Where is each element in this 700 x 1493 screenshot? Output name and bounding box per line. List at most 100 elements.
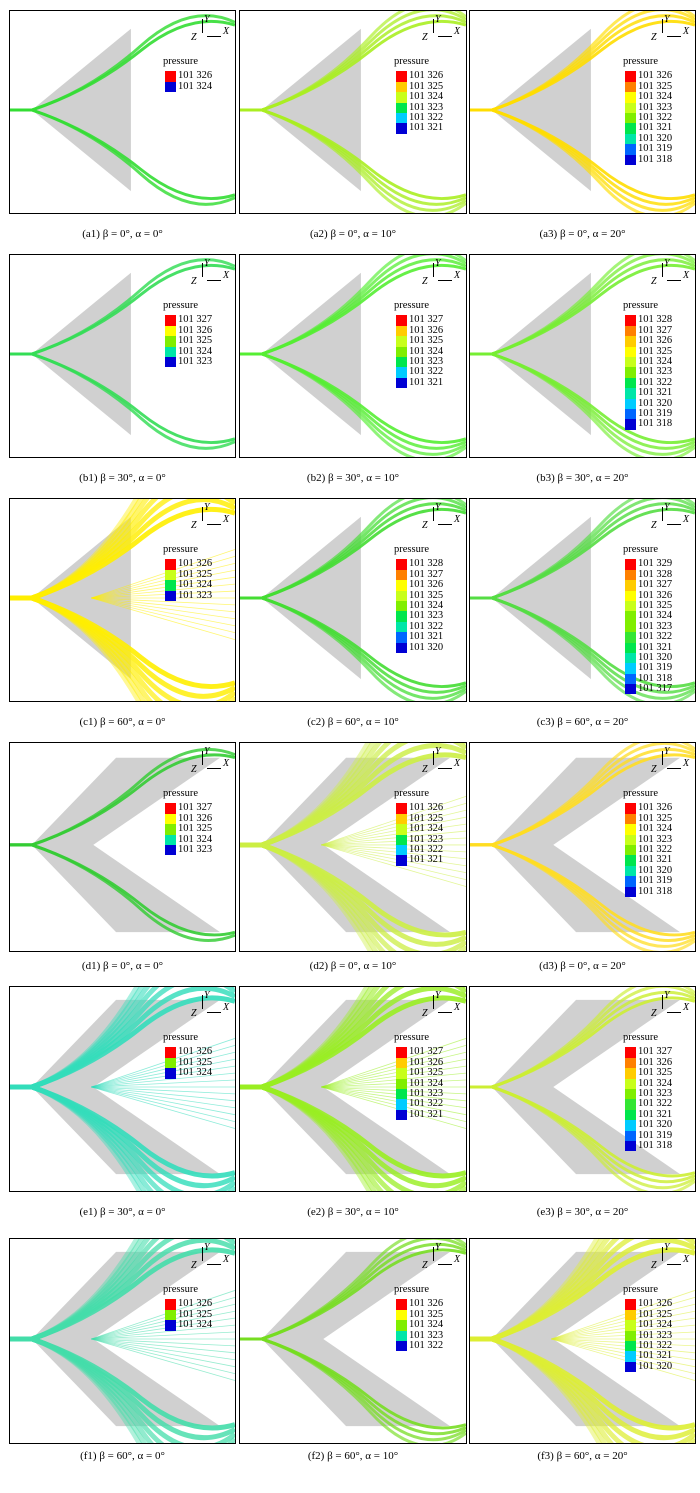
panel-caption-b3: (b3) β = 30°, α = 20°	[469, 472, 696, 484]
legend-value: 101 320	[638, 1120, 672, 1130]
x-axis-label: X	[454, 270, 460, 281]
legend-value: 101 320	[638, 1362, 672, 1372]
legend-value: 101 324	[178, 82, 212, 92]
panel-f3: Y Z Xpressure 101 326 101 325 101 324 101 323 1…	[469, 1238, 696, 1444]
legend-swatch	[625, 388, 636, 398]
axis-triad: YZ X	[651, 991, 695, 1025]
legend-entry: 101 323	[165, 591, 212, 601]
legend-swatch	[625, 82, 636, 92]
legend-swatch	[165, 71, 176, 81]
legend-swatch	[625, 611, 636, 621]
panel-a2: Y Z Xpressure 101 326 101 325 101 324 101 323 1…	[239, 10, 467, 214]
wing-planform	[492, 29, 591, 191]
legend-swatch	[165, 1299, 176, 1309]
legend-swatch	[396, 1047, 407, 1057]
panel-a3: Y Z Xpressure 101 326 101 325 101 324 101 323 1…	[469, 10, 696, 214]
z-axis-label: Z	[191, 276, 197, 287]
legend-swatch	[396, 1310, 407, 1320]
wing-planform	[492, 273, 591, 435]
z-axis-label: Z	[651, 1260, 657, 1271]
legend-value: 101 324	[178, 1320, 212, 1330]
legend-swatch	[625, 92, 636, 102]
legend-swatch	[396, 824, 407, 834]
x-axis-label: X	[683, 1254, 689, 1265]
panel-b1: Y Z Xpressure 101 327 101 326 101 325 101 324 1…	[9, 254, 236, 458]
legend-swatch	[396, 123, 407, 133]
legend-swatch	[625, 419, 636, 429]
axis-triad: YZ X	[651, 747, 695, 781]
panel-c1: Y Z X pressure 101 326 101 325 101 324 101 323	[9, 498, 236, 702]
legend-swatch	[396, 803, 407, 813]
y-axis-label: Y	[435, 258, 441, 269]
z-axis-label: Z	[651, 276, 657, 287]
z-axis-label: Z	[422, 764, 428, 775]
legend-swatch	[165, 1310, 176, 1320]
legend-swatch	[625, 144, 636, 154]
wing-planform	[262, 29, 361, 191]
legend-swatch	[165, 803, 176, 813]
x-axis-label: X	[223, 1254, 229, 1265]
y-axis-label: Y	[204, 502, 210, 513]
legend-value: 101 318	[638, 155, 672, 165]
pressure-legend: pressure 101 329 101 328 101 327 101 326 101 …	[625, 545, 672, 694]
legend-swatch	[165, 1047, 176, 1057]
legend-value: 101 324	[178, 1068, 212, 1078]
legend-swatch	[396, 103, 407, 113]
legend-entry: 101 324	[165, 1320, 212, 1330]
legend-swatch	[625, 1299, 636, 1309]
legend-swatch	[396, 1068, 407, 1078]
x-axis-line	[438, 280, 452, 281]
legend-swatch	[396, 814, 407, 824]
y-axis-label: Y	[204, 746, 210, 757]
legend-swatch	[625, 876, 636, 886]
legend-value: 101 321	[409, 378, 443, 388]
panel-caption-e3: (e3) β = 30°, α = 20°	[469, 1206, 696, 1218]
legend-swatch	[165, 1320, 176, 1330]
y-axis-line	[433, 1247, 434, 1261]
pressure-legend: pressure 101 326 101 325 101 324 101 323	[165, 545, 212, 601]
streamline-thin	[91, 1339, 235, 1353]
legend-swatch	[625, 357, 636, 367]
legend-swatch	[625, 1320, 636, 1330]
panel-e2: Y Z Xpressure 101 327 101 326 101 325 101 324 1…	[239, 986, 467, 1192]
x-axis-line	[207, 36, 221, 37]
legend-swatch	[625, 1331, 636, 1341]
legend-swatch	[396, 113, 407, 123]
axis-triad: YZ X	[422, 15, 466, 49]
legend-swatch	[165, 336, 176, 346]
y-axis-line	[202, 507, 203, 521]
y-axis-line	[202, 19, 203, 33]
legend-swatch	[396, 1331, 407, 1341]
x-axis-label: X	[223, 758, 229, 769]
legend-swatch	[396, 601, 407, 611]
legend-swatch	[396, 632, 407, 642]
legend-swatch	[625, 1110, 636, 1120]
y-axis-label: Y	[664, 1242, 670, 1253]
legend-swatch	[625, 326, 636, 336]
legend-swatch	[625, 399, 636, 409]
pressure-legend: pressure 101 326 101 325 101 324 101 323 101 …	[625, 1285, 672, 1372]
axis-triad: YZ X	[191, 259, 235, 293]
streamline-thin	[91, 1087, 235, 1101]
y-axis-label: Y	[204, 1242, 210, 1253]
panel-caption-a3: (a3) β = 0°, α = 20°	[469, 228, 696, 240]
legend-title: pressure	[394, 545, 443, 555]
y-axis-label: Y	[204, 14, 210, 25]
wing-planform	[32, 273, 131, 435]
panel-a1: Y Z Xpressure 101 326 101 324	[9, 10, 236, 214]
legend-swatch	[165, 824, 176, 834]
panel-caption-d1: (d1) β = 0°, α = 0°	[9, 960, 236, 972]
panel-caption-f1: (f1) β = 60°, α = 0°	[9, 1450, 236, 1462]
x-axis-line	[667, 1012, 681, 1013]
legend-swatch	[165, 1058, 176, 1068]
legend-swatch	[625, 1089, 636, 1099]
legend-entry: 101 319	[625, 876, 672, 886]
legend-swatch	[165, 570, 176, 580]
axis-triad: YZ X	[191, 503, 235, 537]
y-axis-label: Y	[204, 990, 210, 1001]
y-axis-label: Y	[435, 502, 441, 513]
panel-caption-a1: (a1) β = 0°, α = 0°	[9, 228, 236, 240]
legend-entry: 101 317	[625, 684, 672, 694]
axis-triad: YZ X	[422, 991, 466, 1025]
